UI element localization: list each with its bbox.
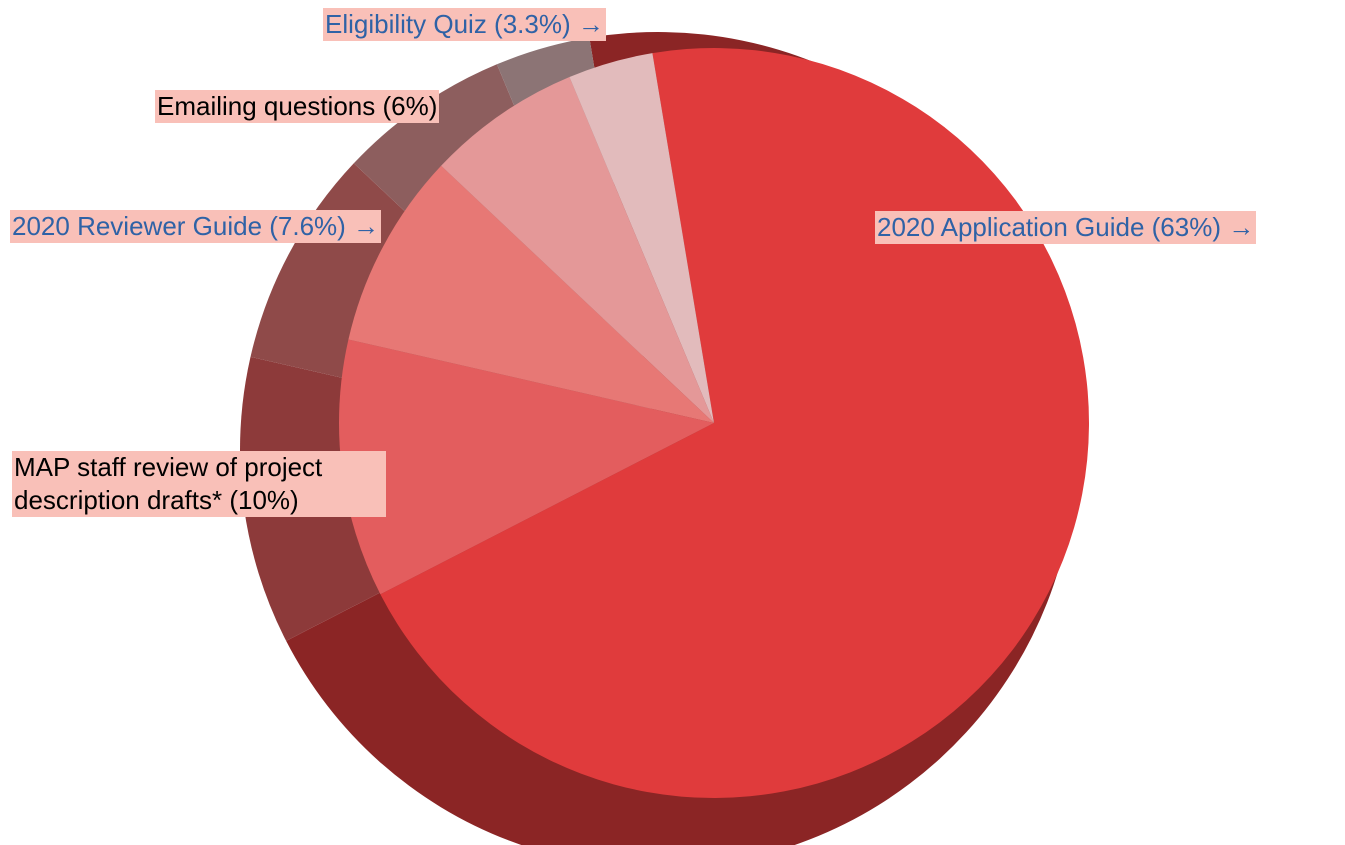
label-application-guide[interactable]: 2020 Application Guide (63%) → xyxy=(875,211,1257,244)
pie-slices xyxy=(339,47,1089,798)
pie-slice-4[interactable] xyxy=(569,53,714,424)
label-emailing-questions: Emailing questions (6%) xyxy=(155,90,440,123)
label-reviewer-guide[interactable]: 2020 Reviewer Guide (7.6%) → xyxy=(10,210,382,243)
label-eligibility-quiz[interactable]: Eligibility Quiz (3.3%) → xyxy=(323,8,606,41)
pie-slice-3 xyxy=(441,76,714,423)
label-map-staff-review: MAP staff review of project description … xyxy=(12,451,386,517)
pie-slice-2[interactable] xyxy=(348,165,714,423)
pie-slice-1 xyxy=(339,339,714,595)
label-map-staff-review-text: MAP staff review of project description … xyxy=(14,452,323,515)
